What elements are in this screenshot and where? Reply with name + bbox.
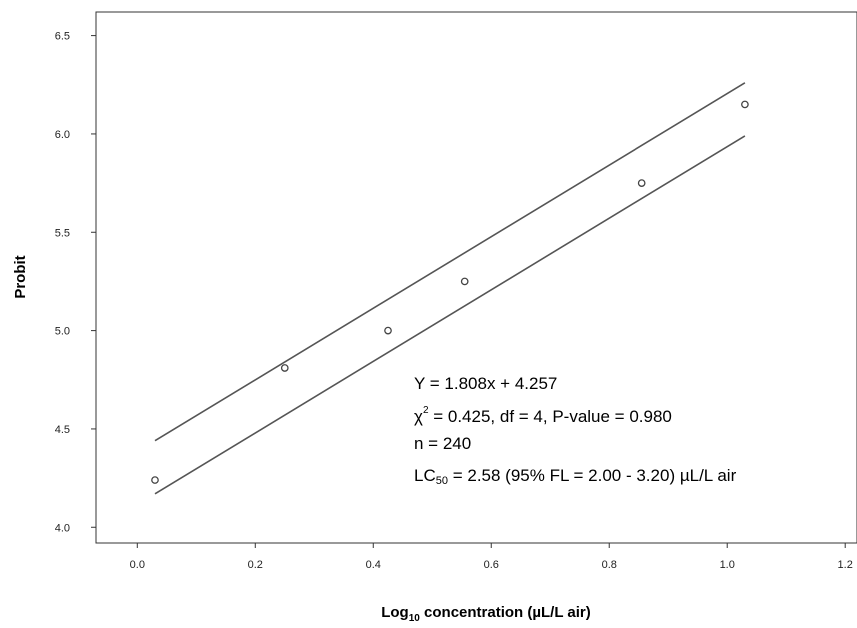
lc50-line: LC50 = 2.58 (95% FL = 2.00 - 3.20) µL/L … [414,466,737,487]
y-tick-label: 5.0 [55,326,70,338]
lc-values: = 2.58 (95% FL = 2.00 - 3.20) µL/L air [448,466,737,485]
chi-values: = 0.425, df = 4, P-value = 0.980 [429,407,672,426]
chi-exponent: 2 [423,405,429,416]
y-tick-label: 6.5 [55,31,70,43]
y-axis-title: Probit [12,255,29,298]
y-tick-label: 4.5 [55,424,70,436]
data-point [280,364,289,372]
x-tick-label: 1.0 [720,559,735,571]
y-tick-label: 6.0 [55,129,70,141]
data-points [151,100,749,484]
data-point [637,179,646,187]
x-tick-label: 0.8 [602,559,617,571]
annotation-block: Y = 1.808x + 4.257 χ2 = 0.425, df = 4, P… [414,374,737,487]
data-point [460,277,469,286]
sample-size: n = 240 [414,434,471,453]
data-point [151,476,159,484]
x-axis-title: Log10 concentration (µL/L air) [381,604,591,624]
y-tick-label: 5.5 [55,227,70,239]
upper-confidence-line [154,82,746,442]
x-axis-title-main: Log [381,604,409,621]
x-tick-label: 0.0 [130,559,145,571]
x-tick-label: 0.4 [366,559,381,571]
y-tick-label: 4.0 [55,522,70,534]
x-axis-title-rest: concentration (µL/L air) [420,604,591,621]
data-point [741,100,749,109]
lower-confidence-line [154,135,746,495]
chi-symbol: χ [414,407,423,426]
x-axis: 0.0 0.2 0.4 0.6 0.8 1.0 1.2 [130,543,853,571]
x-axis-title-subscript: 10 [409,613,421,624]
confidence-lines [154,82,746,495]
chi-square-line: χ2 = 0.425, df = 4, P-value = 0.980 [414,405,672,426]
y-axis: 4.0 4.5 5.0 5.5 6.0 6.5 [55,31,96,534]
x-tick-label: 1.2 [838,559,853,571]
lc-prefix: LC [414,466,436,485]
regression-equation: Y = 1.808x + 4.257 [414,374,557,393]
lc-subscript: 50 [436,475,448,487]
x-tick-label: 0.6 [484,559,499,571]
x-tick-label: 0.2 [248,559,263,571]
plot-frame [95,11,857,544]
data-point [384,326,392,335]
